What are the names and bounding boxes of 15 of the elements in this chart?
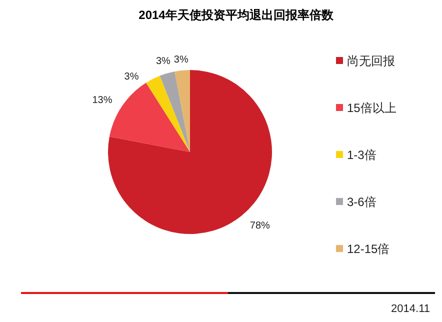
data-label: 3% bbox=[156, 56, 171, 67]
data-label: 13% bbox=[92, 95, 112, 106]
legend-label: 1-3倍 bbox=[347, 148, 376, 162]
data-label: 78% bbox=[250, 220, 270, 232]
data-label: 3% bbox=[174, 54, 188, 66]
text: 2014.11 bbox=[391, 303, 430, 315]
legend-label: 12-15倍 bbox=[347, 242, 390, 256]
data-label: 3% bbox=[124, 72, 139, 83]
legend-label: 15倍以上 bbox=[347, 101, 396, 115]
pie-slice bbox=[146, 76, 190, 152]
chart-title: 2014年天使投资平均退出回报率倍数 bbox=[138, 8, 334, 22]
pie-slice bbox=[174, 70, 190, 152]
legend-label: 尚无回报 bbox=[347, 54, 395, 68]
legend-label: 3-6倍 bbox=[347, 195, 376, 209]
pie-slice bbox=[160, 71, 190, 152]
